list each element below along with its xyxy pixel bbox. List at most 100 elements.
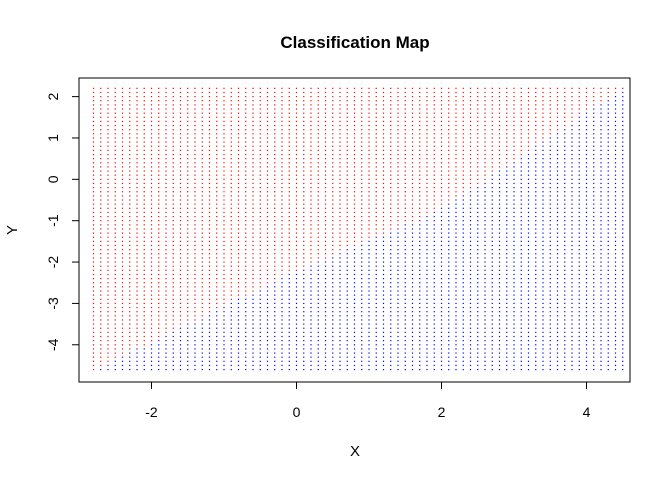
data-point xyxy=(390,253,392,255)
data-point xyxy=(484,182,486,185)
data-point xyxy=(578,187,580,189)
data-point xyxy=(361,244,363,247)
data-point xyxy=(440,352,443,354)
data-point xyxy=(353,153,356,156)
data-point xyxy=(187,228,189,230)
data-point xyxy=(216,182,218,185)
data-point xyxy=(556,306,559,309)
data-point xyxy=(556,286,559,288)
data-point xyxy=(150,182,153,185)
data-point xyxy=(107,191,109,193)
data-point xyxy=(237,360,240,362)
data-point xyxy=(317,249,319,251)
data-point xyxy=(288,236,290,238)
data-point xyxy=(150,178,153,180)
data-point xyxy=(607,368,609,371)
data-point xyxy=(252,323,254,325)
data-point xyxy=(332,108,334,110)
data-point xyxy=(549,315,551,317)
data-point xyxy=(397,282,399,284)
data-point xyxy=(230,141,232,143)
data-point xyxy=(390,153,392,156)
data-point xyxy=(288,108,290,110)
data-point xyxy=(549,290,551,292)
data-point xyxy=(295,327,298,329)
data-point xyxy=(375,224,377,226)
data-point xyxy=(150,311,153,313)
data-point xyxy=(223,120,225,123)
data-point xyxy=(571,232,573,234)
data-point xyxy=(266,331,269,333)
data-point xyxy=(274,306,276,309)
data-point xyxy=(614,290,617,292)
data-point xyxy=(593,203,595,205)
data-point xyxy=(491,253,493,255)
data-point xyxy=(223,331,225,333)
data-point xyxy=(259,352,261,354)
data-point xyxy=(245,187,247,189)
data-point xyxy=(426,91,428,94)
data-point xyxy=(100,244,102,247)
data-point xyxy=(179,129,182,131)
data-point xyxy=(245,352,247,354)
data-point xyxy=(216,306,218,309)
data-point xyxy=(448,220,450,222)
data-point xyxy=(150,129,153,131)
data-point xyxy=(303,116,305,118)
data-point xyxy=(208,158,211,160)
data-point xyxy=(390,145,392,147)
data-point xyxy=(129,352,131,354)
data-point xyxy=(433,278,435,280)
data-point xyxy=(571,153,573,156)
data-point xyxy=(332,257,334,259)
data-point xyxy=(245,278,247,280)
data-point xyxy=(201,182,203,185)
data-point xyxy=(266,228,269,230)
data-point xyxy=(419,232,421,234)
data-point xyxy=(513,203,515,205)
data-point xyxy=(426,158,428,160)
data-point xyxy=(382,315,385,317)
data-point xyxy=(542,323,544,325)
data-point xyxy=(121,207,124,209)
data-point xyxy=(426,302,428,305)
data-point xyxy=(303,319,305,321)
data-point xyxy=(375,269,377,271)
data-point xyxy=(129,133,131,135)
data-point xyxy=(237,116,240,118)
data-point xyxy=(375,249,377,251)
data-point xyxy=(440,153,443,156)
data-point xyxy=(295,224,298,226)
data-point xyxy=(462,211,464,214)
data-point xyxy=(426,174,428,176)
data-point xyxy=(535,141,537,143)
data-point xyxy=(593,224,595,226)
data-point xyxy=(216,187,218,189)
data-point xyxy=(535,116,537,118)
data-point xyxy=(520,368,522,371)
data-point xyxy=(332,236,334,238)
data-point xyxy=(274,232,276,234)
data-point xyxy=(556,211,559,214)
data-point xyxy=(411,120,414,123)
data-point xyxy=(585,170,588,172)
data-point xyxy=(455,340,457,342)
data-point xyxy=(477,257,479,259)
data-point xyxy=(332,298,334,300)
data-point xyxy=(600,331,602,333)
data-point xyxy=(237,145,240,147)
data-point xyxy=(411,112,414,114)
data-point xyxy=(390,278,392,280)
data-point xyxy=(332,87,334,89)
data-point xyxy=(216,253,218,255)
data-point xyxy=(542,158,544,160)
data-point xyxy=(353,174,356,176)
data-point xyxy=(252,327,254,329)
data-point xyxy=(136,348,138,350)
data-point xyxy=(346,153,348,156)
data-point xyxy=(252,124,254,127)
data-point xyxy=(158,100,160,102)
data-point xyxy=(498,108,501,110)
data-point xyxy=(368,282,370,284)
data-point xyxy=(143,182,145,185)
